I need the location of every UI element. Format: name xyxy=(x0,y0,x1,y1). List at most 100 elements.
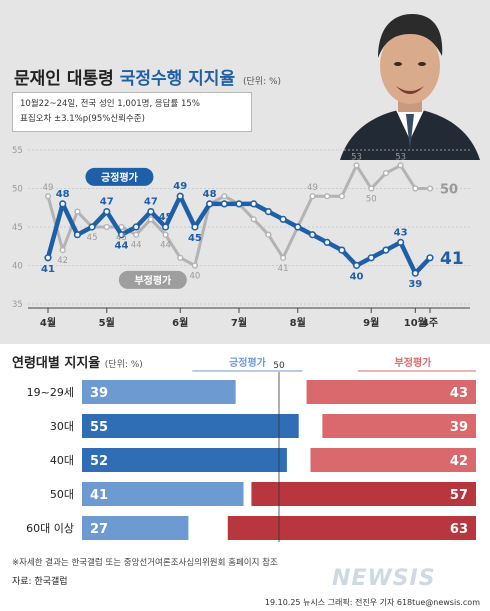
point-positive xyxy=(132,223,140,231)
bar-legend-positive: 긍정평가 xyxy=(229,356,267,369)
x-tick-label: 7월 xyxy=(231,317,247,329)
point-positive xyxy=(235,200,243,208)
data-label-negative: 40 xyxy=(190,272,201,282)
data-label-positive: 45 xyxy=(188,233,202,244)
point-positive xyxy=(382,246,390,254)
bar-positive xyxy=(82,482,244,506)
source-label: 자료: 한국갤럽 xyxy=(12,577,68,587)
x-tick-label: 4월 xyxy=(40,317,56,329)
data-label-negative: 45 xyxy=(87,233,98,243)
bar-chart: 긍정평가 부정평가 19~29세 39 43 30대 55 39 40대 52 42 50대 41 57 6… xyxy=(26,356,476,542)
point-negative xyxy=(309,193,316,200)
bar-negative xyxy=(227,516,476,540)
survey-line-1: 10월22~24일, 전국 성인 1,001명, 응답률 15% xyxy=(20,99,200,109)
point-positive xyxy=(367,254,375,262)
data-label-positive: 49 xyxy=(173,181,187,192)
point-negative xyxy=(368,185,375,192)
legend-label-negative: 부정평가 xyxy=(134,274,172,287)
bar-negative xyxy=(322,414,476,438)
point-negative xyxy=(412,185,419,192)
data-label-positive: 47 xyxy=(144,197,158,208)
point-positive xyxy=(352,261,361,270)
bar-negative xyxy=(306,380,476,404)
title-unit: (단위: %) xyxy=(243,77,282,87)
title-prefix: 문재인 대통령 xyxy=(14,69,114,89)
point-negative xyxy=(324,193,331,200)
title-highlight: 국정수행 지지율 xyxy=(119,69,236,89)
point-negative xyxy=(353,162,360,169)
point-positive xyxy=(44,254,52,262)
bar-value-negative: 43 xyxy=(450,386,468,401)
point-negative xyxy=(279,254,287,261)
point-negative xyxy=(133,231,140,238)
data-label-negative: 49 xyxy=(307,183,318,193)
point-positive xyxy=(264,207,272,216)
data-label-positive: 47 xyxy=(100,197,114,208)
credit-line: 19.10.25 뉴시스 그래픽: 전진우 기자 618tue@newsis.c… xyxy=(264,598,480,607)
age-title-text: 연령대별 지지율 xyxy=(12,356,101,371)
bar-value-positive: 52 xyxy=(90,454,108,469)
data-label-positive: 45 xyxy=(159,212,173,223)
data-label-negative: 45 xyxy=(116,233,127,243)
point-positive xyxy=(103,207,111,216)
x-tick-label: 5월 xyxy=(99,317,115,329)
point-negative xyxy=(59,246,66,254)
bar-value-negative: 39 xyxy=(450,420,468,435)
point-negative xyxy=(162,231,169,238)
point-negative xyxy=(177,254,184,261)
point-negative xyxy=(397,162,404,169)
point-positive xyxy=(73,231,81,239)
point-positive xyxy=(161,223,170,231)
bar-value-negative: 42 xyxy=(450,454,468,469)
x-tick-label: 10월 xyxy=(404,317,427,329)
point-positive xyxy=(250,200,258,208)
point-negative xyxy=(338,193,345,200)
point-positive xyxy=(220,200,228,208)
bar-value-negative: 63 xyxy=(450,522,468,537)
bar-positive xyxy=(82,448,287,472)
point-negative xyxy=(265,231,272,238)
data-label-negative: 44 xyxy=(160,241,171,251)
point-negative xyxy=(382,169,390,177)
point-positive xyxy=(426,254,434,262)
point-positive xyxy=(191,223,199,231)
bar-negative xyxy=(310,448,476,472)
data-label-positive: 44 xyxy=(115,241,129,252)
data-label-negative: 42 xyxy=(57,256,68,266)
bar-value-positive: 39 xyxy=(90,386,108,401)
bar-category-label: 40대 xyxy=(50,454,74,467)
survey-note-box: 10월22~24일, 전국 성인 1,001명, 응답률 15% 표집오차 ±3… xyxy=(12,92,252,132)
age-section-title: 연령대별 지지율 (단위: %) xyxy=(12,352,143,371)
bar-value-negative: 57 xyxy=(450,488,468,503)
data-label-negative: 53 xyxy=(395,152,406,162)
point-positive xyxy=(176,192,184,200)
point-positive xyxy=(279,215,287,223)
point-positive xyxy=(411,269,419,277)
legend-bubble-negative xyxy=(118,270,187,289)
newsis-watermark: NEWSIS xyxy=(332,566,436,591)
x-tick-label: 4주 xyxy=(422,317,438,329)
point-negative xyxy=(191,262,199,269)
legend-label-positive: 긍정평가 xyxy=(101,171,139,184)
bar-legend-negative: 부정평가 xyxy=(395,356,433,369)
point-positive xyxy=(117,231,126,239)
data-label-positive: 40 xyxy=(350,272,364,283)
data-label-negative: 49 xyxy=(43,183,54,193)
bar-category-label: 60대 이상 xyxy=(26,522,74,535)
bar-positive xyxy=(82,414,299,438)
data-label-positive: 41 xyxy=(41,264,55,275)
bar-category-label: 50대 xyxy=(50,488,74,501)
point-negative xyxy=(44,193,52,200)
legend-bubble-positive xyxy=(85,167,154,186)
point-positive xyxy=(338,246,346,254)
data-label-negative: 50 xyxy=(440,183,458,198)
y-tick-label: 40 xyxy=(12,262,23,272)
point-positive xyxy=(294,223,302,231)
point-negative xyxy=(147,216,154,223)
point-positive xyxy=(88,223,96,231)
footnote: ※자세한 결과는 한국갤럽 또는 중앙선거여론조사심의위원회 홈페이지 참조 xyxy=(12,558,278,568)
point-negative xyxy=(103,223,110,231)
point-positive xyxy=(147,207,155,216)
portrait-image xyxy=(330,0,490,160)
